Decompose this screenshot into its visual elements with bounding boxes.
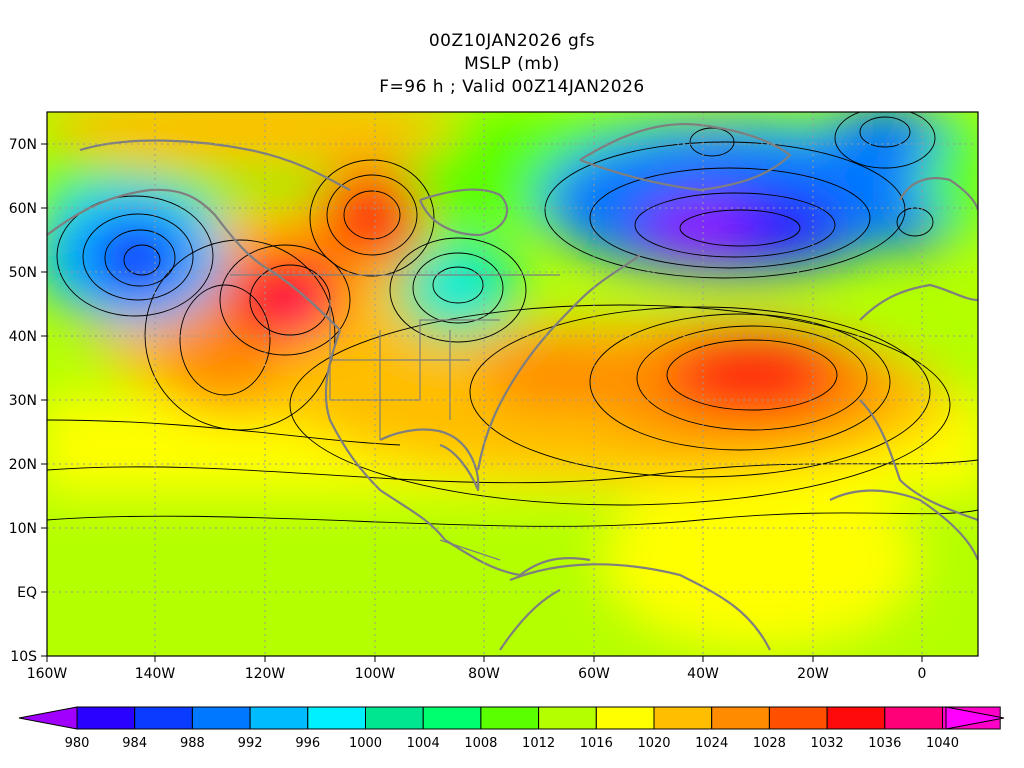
lon-label: 20W: [797, 666, 829, 682]
colorbar-label: 996: [295, 736, 320, 751]
pressure-shading: [47, 112, 978, 650]
colorbar-arrow-low: [18, 706, 78, 730]
lon-label: 100W: [355, 666, 396, 682]
lat-label: EQ: [17, 585, 37, 601]
colorbar-cell: [191, 706, 251, 730]
axis-ticks: [41, 143, 923, 662]
colorbar-cell: [365, 706, 424, 730]
map-frame: [46, 111, 979, 657]
lat-label: 10S: [10, 649, 37, 665]
title-valid-time: F=96 h ; Valid 00Z14JAN2026: [379, 77, 645, 97]
colorbar-label: 988: [180, 736, 205, 751]
colorbar-label: 1008: [464, 736, 497, 751]
lon-label: 120W: [245, 666, 286, 682]
colorbar-cell: [538, 706, 597, 730]
colorbar-label: 1000: [349, 736, 382, 751]
colorbar-labels: 980 984 988 992 996 1000 1004 1008 1012 1016 1020 1…: [65, 736, 959, 751]
lon-label: 60W: [578, 666, 610, 682]
lon-label: 0: [918, 666, 927, 682]
pressure-field: [47, 112, 978, 656]
colorbar-cell: [826, 706, 886, 730]
graticule: [47, 112, 978, 656]
colorbar-label: 1032: [811, 736, 844, 751]
colorbar-cell: [480, 706, 540, 730]
colorbar-label: 980: [65, 736, 90, 751]
colorbar-label: 992: [238, 736, 263, 751]
colorbar-cell: [711, 706, 770, 730]
colorbar-cell: [595, 706, 655, 730]
colorbar-cell: [884, 706, 943, 730]
title-block: 00Z10JAN2026 gfs MSLP (mb) F=96 h ; Vali…: [0, 30, 1024, 99]
colorbar-arrow-high: [945, 706, 1005, 730]
colorbar-cell: [653, 706, 713, 730]
colorbar-label: 1020: [637, 736, 670, 751]
colorbar-label: 984: [122, 736, 147, 751]
colorbar: 980 984 988 992 996 1000 1004 1008 1012 1016 1020 1…: [18, 706, 1005, 751]
lat-label: 60N: [9, 201, 37, 217]
colorbar-label: 1036: [868, 736, 901, 751]
lon-label: 40W: [687, 666, 719, 682]
lat-label: 10N: [9, 521, 37, 537]
colorbar-cells: [76, 706, 1001, 730]
longitude-labels: 160W 140W 120W 100W 80W 60W 40W 20W 0: [27, 666, 927, 682]
lon-label: 160W: [27, 666, 68, 682]
latitude-labels: 70N 60N 50N 40N 30N 20N 10N EQ 10S: [9, 137, 37, 665]
colorbar-cell: [76, 706, 136, 730]
coastlines: [47, 123, 978, 651]
colorbar-cell: [134, 706, 193, 730]
lat-label: 30N: [9, 393, 37, 409]
colorbar-label: 1040: [926, 736, 959, 751]
colorbar-label: 1012: [522, 736, 555, 751]
colorbar-cell: [249, 706, 309, 730]
colorbar-label: 1004: [407, 736, 440, 751]
lat-label: 20N: [9, 457, 37, 473]
colorbar-label: 1024: [695, 736, 728, 751]
lat-label: 40N: [9, 329, 37, 345]
title-run: 00Z10JAN2026 gfs: [428, 31, 596, 51]
lon-label: 140W: [135, 666, 176, 682]
colorbar-cell: [768, 706, 828, 730]
colorbar-cell: [307, 706, 366, 730]
colorbar-label: 1016: [580, 736, 613, 751]
colorbar-cell: [422, 706, 482, 730]
lon-label: 80W: [468, 666, 500, 682]
lat-label: 50N: [9, 265, 37, 281]
colorbar-label: 1028: [753, 736, 786, 751]
lat-label: 70N: [9, 137, 37, 153]
title-variable: MSLP (mb): [464, 54, 560, 74]
